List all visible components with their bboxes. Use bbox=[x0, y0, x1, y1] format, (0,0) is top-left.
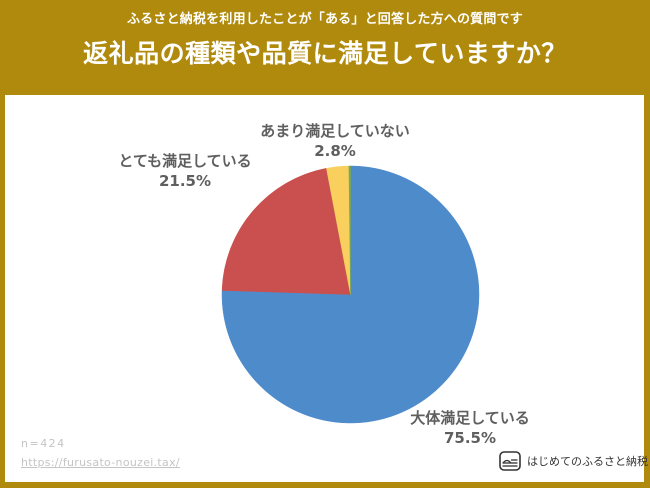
pie-slice bbox=[221, 167, 351, 295]
source-link[interactable]: https://furusato-nouzei.tax/ bbox=[21, 456, 180, 469]
header-banner: ふるさと納税を利用したことが「ある」と回答した方への質問です 返礼品の種類や品質… bbox=[0, 0, 650, 95]
label-not-very-satisfied: あまり満足していない 2.8% bbox=[250, 121, 420, 161]
label-percent: 75.5% bbox=[443, 429, 497, 447]
brand-name: はじめてのふるさと納税 bbox=[527, 455, 648, 468]
sample-size: n=424 bbox=[21, 437, 66, 450]
label-name: あまり満足していない bbox=[260, 122, 410, 140]
label-mostly-satisfied: 大体満足している 75.5% bbox=[410, 408, 530, 448]
label-percent: 2.8% bbox=[314, 142, 356, 160]
label-name: 大体満足している bbox=[410, 409, 530, 427]
subtitle: ふるさと納税を利用したことが「ある」と回答した方への質問です bbox=[126, 12, 523, 27]
pie-slice bbox=[348, 165, 351, 295]
brand-logo: はじめてのふるさと納税 bbox=[499, 451, 648, 471]
label-name: とても満足している bbox=[118, 152, 252, 170]
page-title: 返礼品の種類や品質に満足していますか？ bbox=[83, 39, 567, 68]
label-very-satisfied: とても満足している 21.5% bbox=[115, 151, 255, 191]
label-percent: 21.5% bbox=[158, 172, 212, 190]
brand-logo-icon bbox=[499, 451, 521, 471]
